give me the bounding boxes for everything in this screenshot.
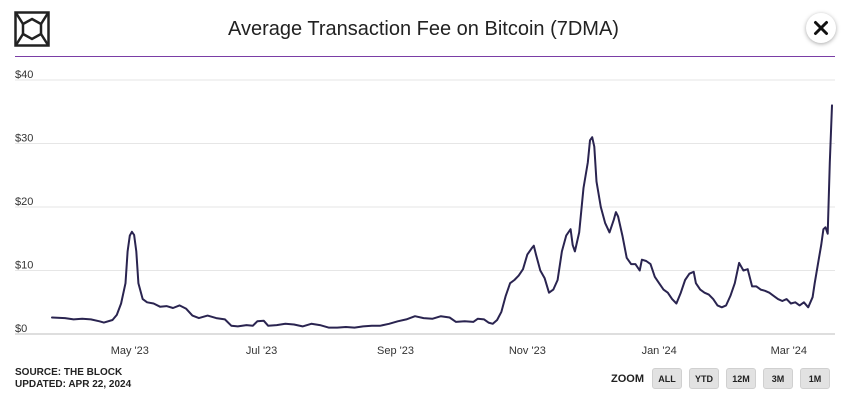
x-tick-label: Jan '24 bbox=[642, 345, 677, 357]
close-icon bbox=[814, 21, 828, 35]
x-tick-label: Sep '23 bbox=[377, 345, 414, 357]
y-tick-label: $30 bbox=[15, 133, 33, 145]
x-tick-label: Mar '24 bbox=[771, 345, 807, 357]
zoom-3m-button[interactable]: 3M bbox=[763, 368, 793, 389]
zoom-1m-button[interactable]: 1M bbox=[800, 368, 830, 389]
source-note: SOURCE: THE BLOCK UPDATED: APR 22, 2024 bbox=[15, 367, 131, 391]
y-tick-label: $10 bbox=[15, 260, 33, 272]
zoom-ytd-button[interactable]: YTD bbox=[689, 368, 719, 389]
y-tick-label: $20 bbox=[15, 196, 33, 208]
updated-line: UPDATED: APR 22, 2024 bbox=[15, 379, 132, 390]
zoom-12m-button[interactable]: 12M bbox=[726, 368, 756, 389]
chart-title: Average Transaction Fee on Bitcoin (7DMA… bbox=[228, 18, 619, 40]
zoom-all-button[interactable]: ALL bbox=[652, 368, 682, 389]
title-divider bbox=[15, 56, 835, 57]
fee-line-chart: $0 $10 $20 $30 $40 May '23 Jul '23 Sep '23 Nov '… bbox=[15, 69, 835, 357]
zoom-label: ZOOM bbox=[611, 373, 644, 385]
series-line bbox=[51, 104, 833, 329]
x-tick-label: Jul '23 bbox=[246, 345, 277, 357]
the-block-logo-icon bbox=[14, 11, 50, 47]
x-tick-label: Nov '23 bbox=[509, 345, 546, 357]
source-line: SOURCE: THE BLOCK bbox=[15, 367, 123, 378]
close-button[interactable] bbox=[806, 13, 836, 43]
x-tick-label: May '23 bbox=[111, 345, 149, 357]
y-tick-label: $40 bbox=[15, 69, 33, 81]
y-tick-label: $0 bbox=[15, 323, 27, 335]
